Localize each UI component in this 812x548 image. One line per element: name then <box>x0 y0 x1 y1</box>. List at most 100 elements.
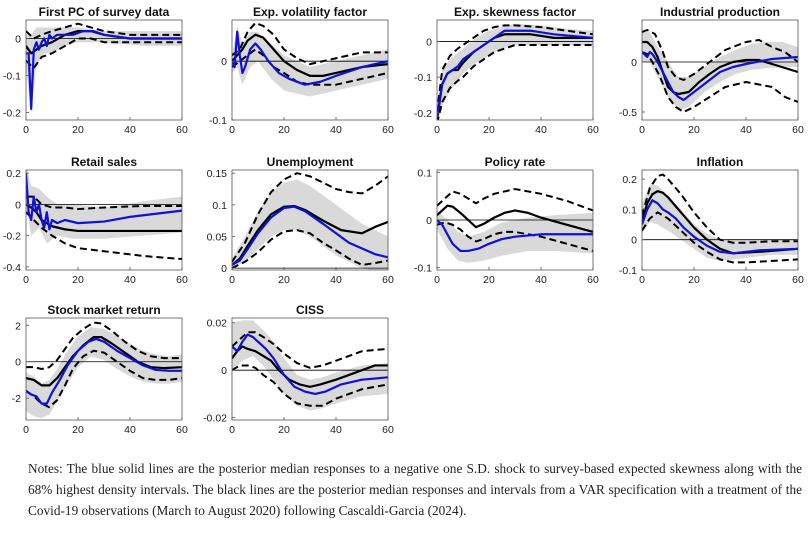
black-lower-bound <box>232 48 388 86</box>
blue-median-line <box>642 50 798 102</box>
black-upper-bound <box>232 172 388 263</box>
panel-plot-area <box>232 320 388 411</box>
x-tick-label: 0 <box>229 124 235 136</box>
panel-title: CISS <box>296 303 324 317</box>
blue-interval-band <box>26 27 182 113</box>
blue-median-line <box>642 199 798 255</box>
black-upper-bound <box>437 24 593 113</box>
x-tick-label: 60 <box>382 124 394 136</box>
axes-frame <box>25 169 183 271</box>
x-tick-label: 0 <box>23 274 29 286</box>
x-tick-label: 0 <box>23 124 29 136</box>
blue-median-line <box>26 173 182 231</box>
x-tick-label: 60 <box>587 274 599 286</box>
x-tick-label: 60 <box>792 274 804 286</box>
x-tick-label: 40 <box>740 274 752 286</box>
black-median-line <box>437 204 593 233</box>
y-tick-label: -0.4 <box>3 262 21 274</box>
panel-5: 0 20 40 60 0.2 0 -0.2 -0.4 Retail sales <box>3 155 188 286</box>
panel-plot-area <box>26 22 182 113</box>
axes-frame <box>436 19 594 121</box>
blue-interval-band <box>232 320 388 411</box>
figure-notes: Notes: The blue solid lines are the post… <box>28 461 802 518</box>
blue-median-line <box>26 337 182 405</box>
panel-plot-area <box>437 188 593 263</box>
y-tick-label: 0 <box>221 56 227 68</box>
black-upper-bound <box>26 195 182 211</box>
x-tick-label: 60 <box>792 124 804 136</box>
black-lower-bound <box>26 211 182 261</box>
y-tick-label: -0.1 <box>414 263 432 275</box>
x-tick-label: 40 <box>330 124 342 136</box>
y-tick-label: 0 <box>15 199 21 211</box>
blue-interval-band <box>437 23 593 120</box>
x-tick-label: 20 <box>688 124 700 136</box>
panel-title: Industrial production <box>660 5 780 19</box>
black-median-line <box>26 203 182 233</box>
black-upper-bound <box>232 331 388 369</box>
black-lower-bound <box>642 51 798 113</box>
y-tick-label: 0.02 <box>207 318 228 330</box>
panel-title: Policy rate <box>485 155 546 169</box>
y-tick-label: -0.1 <box>414 72 432 84</box>
y-tick-label: 0 <box>426 36 432 48</box>
blue-median-line <box>437 219 593 253</box>
black-median-line <box>232 33 388 77</box>
y-tick-label: 0.1 <box>212 200 227 212</box>
blue-interval-band <box>232 179 388 270</box>
y-tick-label: -0.1 <box>3 71 21 83</box>
x-tick-label: 40 <box>535 124 547 136</box>
black-upper-bound <box>26 321 182 370</box>
panel-6: 0 20 40 60 0.15 0.1 0.05 0 Unemployment <box>207 155 394 286</box>
x-tick-label: 40 <box>124 124 136 136</box>
x-tick-label: 40 <box>330 424 342 436</box>
y-tick-label: 0 <box>426 215 432 227</box>
axes-frame <box>641 19 799 121</box>
black-lower-bound <box>437 221 593 252</box>
blue-interval-band <box>26 170 182 244</box>
y-tick-label: -0.5 <box>619 107 637 119</box>
panel-1: 0 20 40 60 0 -0.1 -0.2 First PC of survey data <box>3 5 188 136</box>
panel-plot-area <box>642 173 798 264</box>
axes-frame <box>231 317 389 421</box>
panel-title: Exp. volatility factor <box>253 5 367 19</box>
black-lower-bound <box>26 349 182 409</box>
axes-frame <box>231 169 389 271</box>
x-tick-label: 40 <box>740 124 752 136</box>
x-tick-label: 0 <box>639 124 645 136</box>
blue-median-line <box>437 29 593 117</box>
panel-plot-area <box>232 172 388 270</box>
black-lower-bound <box>26 37 182 70</box>
axes-frame <box>25 317 183 421</box>
panel-plot-area <box>26 170 182 261</box>
blue-median-line <box>232 205 388 266</box>
y-tick-label: 0.1 <box>622 204 637 216</box>
x-tick-label: 60 <box>382 424 394 436</box>
y-tick-label: 0 <box>15 357 21 369</box>
x-tick-label: 0 <box>229 274 235 286</box>
black-lower-bound <box>437 44 593 120</box>
panel-3: 0 20 40 60 0 -0.1 -0.2 Exp. skewness factor <box>414 5 599 136</box>
x-tick-label: 40 <box>535 274 547 286</box>
axes-frame <box>231 19 389 121</box>
black-upper-bound <box>232 21 388 66</box>
panel-plot-area <box>642 29 798 113</box>
x-tick-label: 20 <box>483 274 495 286</box>
y-tick-label: -0.2 <box>3 108 21 120</box>
y-tick-label: 0.15 <box>207 168 228 180</box>
y-tick-label: 2 <box>15 320 21 332</box>
x-tick-label: 60 <box>176 124 188 136</box>
black-upper-bound <box>642 29 798 81</box>
y-tick-label: -0.1 <box>209 115 227 127</box>
blue-median-line <box>232 30 388 86</box>
x-tick-label: 60 <box>587 124 599 136</box>
x-tick-label: 20 <box>72 424 84 436</box>
panel-plot-area <box>437 23 593 120</box>
y-tick-label: -0.2 <box>414 108 432 120</box>
y-tick-label: 0.05 <box>207 231 228 243</box>
blue-median-line <box>26 30 182 110</box>
x-tick-label: 0 <box>23 424 29 436</box>
